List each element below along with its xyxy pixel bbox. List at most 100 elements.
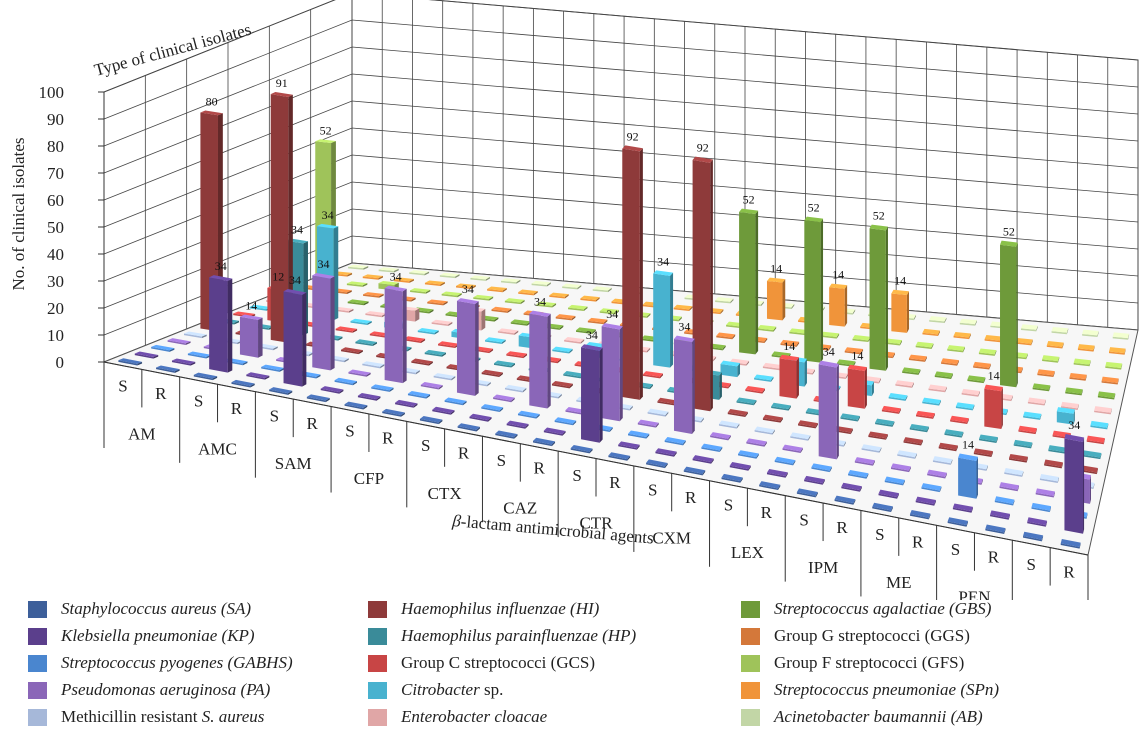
bar <box>780 339 800 347</box>
bar-side <box>1103 438 1105 445</box>
bar <box>283 288 307 387</box>
bar-side <box>636 444 640 450</box>
bar-side <box>978 391 980 397</box>
bar-top <box>118 358 143 364</box>
bar-top <box>481 404 504 411</box>
bar <box>1027 397 1046 406</box>
bar <box>840 413 860 422</box>
bar <box>171 358 196 366</box>
bar-front <box>999 486 1018 492</box>
bar-top <box>371 384 394 391</box>
bar <box>118 358 143 366</box>
bar-front <box>895 384 912 388</box>
sr-tick-label: R <box>988 547 1000 566</box>
bar-side <box>753 400 757 406</box>
bar <box>417 328 439 335</box>
bar-top <box>928 384 947 391</box>
bar-side <box>551 441 556 447</box>
bar <box>403 336 426 343</box>
bar-top <box>664 437 686 444</box>
bar-front <box>510 322 528 326</box>
bar <box>1097 391 1116 400</box>
bar-side <box>1062 342 1064 349</box>
bar-front <box>549 295 565 299</box>
bar-top <box>407 390 431 397</box>
bar <box>710 432 731 441</box>
bar <box>759 481 781 491</box>
bar-top <box>647 408 669 415</box>
bar <box>961 388 980 397</box>
bar-top <box>382 408 405 416</box>
bar-front <box>869 228 886 371</box>
bar-top <box>746 438 767 446</box>
agent-tick-label: ME <box>886 573 912 592</box>
bar-side <box>569 383 573 389</box>
data-label: 34 <box>462 282 474 296</box>
bar-top <box>818 360 839 368</box>
bar <box>1112 332 1130 340</box>
bar-front <box>1105 366 1122 370</box>
bar-front <box>134 353 154 359</box>
sr-tick-label: S <box>270 406 279 425</box>
bar <box>916 410 935 419</box>
bar-top <box>456 298 479 305</box>
bar-front <box>928 388 946 393</box>
bar <box>771 402 791 411</box>
bar-side <box>909 466 911 473</box>
bar-top <box>655 448 677 456</box>
bar <box>493 394 515 403</box>
bar <box>501 278 521 284</box>
bar-side <box>338 336 343 341</box>
bar <box>990 510 1011 520</box>
bar-front <box>820 335 837 339</box>
y-axis-label: No. of clinical isolates <box>9 138 28 291</box>
bar-front <box>891 293 907 333</box>
legend-swatch <box>28 627 47 645</box>
bar-front <box>517 413 537 419</box>
bar <box>921 483 942 493</box>
bar <box>433 373 456 381</box>
bar <box>922 397 941 406</box>
bar-top <box>1031 502 1052 511</box>
bar-top <box>543 427 566 435</box>
bar-side <box>429 309 434 314</box>
bar-front <box>156 367 175 373</box>
bar-side <box>572 420 577 426</box>
legend-label: Streptococcus agalactiae (GBS) <box>774 599 992 618</box>
bar-front <box>1083 454 1101 460</box>
bar-front <box>720 363 738 378</box>
bar-side <box>523 353 528 359</box>
bar-top <box>1000 240 1018 247</box>
bar-side <box>1093 345 1095 352</box>
bar <box>533 437 556 447</box>
bar-top <box>531 280 551 285</box>
bar <box>647 408 669 417</box>
bar-front <box>782 448 801 454</box>
bar-side <box>627 455 631 461</box>
bar <box>779 354 799 399</box>
data-label: 34 <box>215 259 227 273</box>
bar-side <box>921 439 923 446</box>
bar-front <box>739 211 756 355</box>
bar-side <box>1008 513 1011 520</box>
bar-top <box>495 430 518 438</box>
bar-front <box>908 358 925 362</box>
bar-top <box>420 382 443 388</box>
bar-front <box>493 397 512 403</box>
bar-top <box>739 208 759 215</box>
sr-tick-label: R <box>458 444 470 463</box>
bar <box>497 328 519 335</box>
data-label: 34 <box>289 273 301 287</box>
bar <box>875 418 895 427</box>
bar <box>335 326 358 333</box>
bar-front <box>1086 440 1104 445</box>
bar-top <box>869 224 888 231</box>
legend-item: Klebsiella pneumoniae (KP) <box>28 625 255 647</box>
bar-side <box>903 479 905 486</box>
bar-top <box>1046 341 1064 347</box>
bar-top <box>834 495 856 504</box>
bar-front <box>916 414 934 419</box>
bar-front <box>411 361 429 366</box>
bar-front <box>187 353 207 359</box>
legend-label: Pseudomonas aeruginosa (PA) <box>61 680 271 699</box>
